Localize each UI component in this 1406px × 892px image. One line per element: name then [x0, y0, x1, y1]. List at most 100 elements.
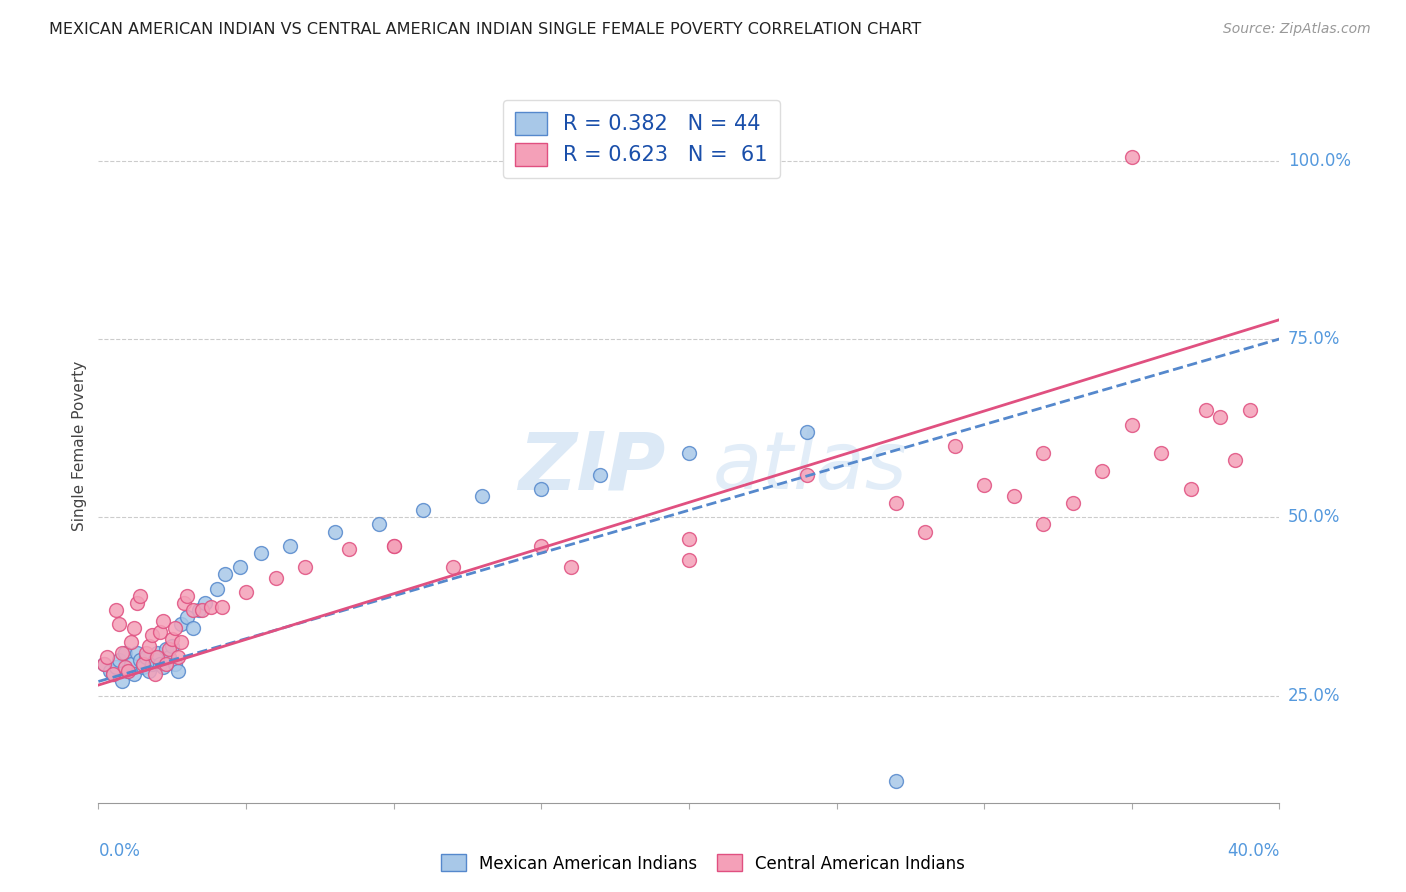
Point — [264, 571, 287, 585]
Point — [132, 660, 155, 674]
Point — [165, 621, 187, 635]
Point — [143, 653, 166, 667]
Point — [884, 774, 907, 789]
Point — [138, 664, 160, 678]
Point — [1180, 482, 1202, 496]
Point — [170, 635, 193, 649]
Point — [157, 649, 180, 664]
Point — [96, 649, 118, 664]
Text: MEXICAN AMERICAN INDIAN VS CENTRAL AMERICAN INDIAN SINGLE FEMALE POVERTY CORRELA: MEXICAN AMERICAN INDIAN VS CENTRAL AMERI… — [49, 22, 921, 37]
Point — [146, 646, 169, 660]
Point — [103, 667, 125, 681]
Legend: Mexican American Indians, Central American Indians: Mexican American Indians, Central Americ… — [434, 847, 972, 880]
Text: atlas: atlas — [713, 428, 907, 507]
Point — [176, 610, 198, 624]
Point — [441, 560, 464, 574]
Point — [294, 560, 316, 574]
Point — [162, 639, 183, 653]
Point — [149, 624, 172, 639]
Point — [214, 567, 236, 582]
Point — [157, 642, 180, 657]
Point — [143, 667, 166, 681]
Point — [914, 524, 936, 539]
Text: 25.0%: 25.0% — [1288, 687, 1340, 705]
Point — [122, 667, 145, 681]
Point — [205, 582, 228, 596]
Point — [943, 439, 966, 453]
Point — [117, 664, 139, 678]
Point — [1195, 403, 1218, 417]
Point — [530, 539, 553, 553]
Point — [1239, 403, 1261, 417]
Point — [165, 657, 187, 671]
Point — [141, 628, 163, 642]
Point — [128, 589, 150, 603]
Point — [678, 553, 700, 567]
Point — [1062, 496, 1084, 510]
Point — [884, 496, 907, 510]
Point — [108, 617, 131, 632]
Point — [152, 660, 174, 674]
Point — [170, 617, 193, 632]
Y-axis label: Single Female Poverty: Single Female Poverty — [72, 361, 87, 531]
Point — [181, 603, 204, 617]
Point — [1209, 410, 1232, 425]
Point — [93, 657, 115, 671]
Point — [146, 649, 169, 664]
Point — [382, 539, 405, 553]
Point — [132, 657, 155, 671]
Point — [152, 614, 174, 628]
Point — [120, 635, 142, 649]
Point — [167, 649, 190, 664]
Text: 50.0%: 50.0% — [1288, 508, 1340, 526]
Text: Source: ZipAtlas.com: Source: ZipAtlas.com — [1223, 22, 1371, 37]
Point — [200, 599, 222, 614]
Point — [93, 657, 115, 671]
Point — [678, 532, 700, 546]
Point — [412, 503, 434, 517]
Point — [250, 546, 273, 560]
Point — [114, 660, 136, 674]
Point — [1032, 446, 1054, 460]
Point — [122, 621, 145, 635]
Point — [1121, 417, 1143, 432]
Point — [111, 646, 134, 660]
Text: 0.0%: 0.0% — [98, 842, 141, 860]
Point — [155, 657, 177, 671]
Point — [125, 596, 148, 610]
Text: 40.0%: 40.0% — [1227, 842, 1279, 860]
Point — [155, 642, 177, 657]
Point — [973, 478, 995, 492]
Point — [1225, 453, 1247, 467]
Point — [1002, 489, 1025, 503]
Point — [135, 646, 157, 660]
Point — [280, 539, 302, 553]
Point — [111, 674, 134, 689]
Point — [125, 646, 148, 660]
Point — [181, 621, 204, 635]
Point — [98, 664, 121, 678]
Point — [211, 599, 233, 614]
Point — [138, 639, 160, 653]
Point — [1032, 517, 1054, 532]
Point — [530, 482, 553, 496]
Point — [560, 560, 582, 574]
Point — [796, 425, 818, 439]
Point — [167, 664, 190, 678]
Point — [235, 585, 257, 599]
Point — [108, 653, 131, 667]
Point — [368, 517, 391, 532]
Point — [103, 667, 125, 681]
Point — [323, 524, 346, 539]
Point — [128, 653, 150, 667]
Text: 75.0%: 75.0% — [1288, 330, 1340, 348]
Point — [176, 589, 198, 603]
Point — [149, 657, 172, 671]
Point — [229, 560, 252, 574]
Point — [141, 657, 163, 671]
Point — [1121, 150, 1143, 164]
Point — [589, 467, 612, 482]
Point — [796, 467, 818, 482]
Point — [194, 596, 217, 610]
Point — [105, 603, 128, 617]
